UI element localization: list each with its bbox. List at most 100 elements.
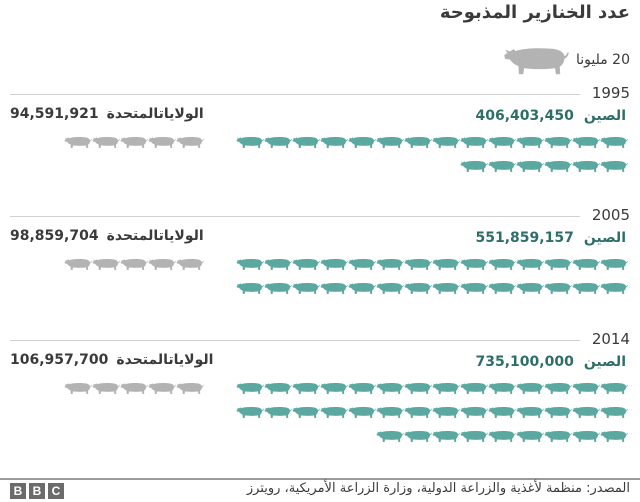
pig-icon xyxy=(236,283,264,294)
pig-icon xyxy=(516,161,544,172)
pig-icon xyxy=(376,259,404,270)
pig-icon xyxy=(148,137,176,148)
pig-icon xyxy=(292,259,320,270)
pig-icon xyxy=(148,383,176,394)
pig-icon xyxy=(432,431,460,442)
year-label: 2005 xyxy=(583,206,630,224)
us-pig-row xyxy=(64,380,204,396)
pig-icon xyxy=(516,137,544,148)
year-divider xyxy=(10,94,580,95)
pig-icon xyxy=(292,383,320,394)
pig-icon xyxy=(404,259,432,270)
pig-icon xyxy=(488,161,516,172)
pig-icon xyxy=(320,259,348,270)
pig-icon xyxy=(600,161,628,172)
pig-icon xyxy=(600,283,628,294)
pig-icon xyxy=(516,259,544,270)
pig-icon xyxy=(544,137,572,148)
pig-icon xyxy=(348,137,376,148)
us-label: 106,957,700 الولاياتالمتحدة xyxy=(10,352,213,368)
pig-icon xyxy=(460,137,488,148)
pig-icon xyxy=(376,383,404,394)
pig-icon xyxy=(292,137,320,148)
pig-icon xyxy=(120,383,148,394)
pig-icon xyxy=(488,283,516,294)
pig-icon xyxy=(176,137,204,148)
pig-icon xyxy=(432,407,460,418)
us-pig-row xyxy=(64,134,204,150)
pig-icon xyxy=(64,383,92,394)
pig-icon xyxy=(320,383,348,394)
pig-icon xyxy=(176,259,204,270)
pig-icon xyxy=(120,259,148,270)
china-pig-row xyxy=(236,134,628,150)
pig-icon xyxy=(600,259,628,270)
year-divider xyxy=(10,216,580,217)
pig-icon xyxy=(544,283,572,294)
pig-icon xyxy=(292,283,320,294)
pig-icon xyxy=(432,383,460,394)
us-value: 94,591,921 xyxy=(10,106,99,122)
pig-icon xyxy=(572,383,600,394)
pig-icon xyxy=(376,407,404,418)
china-label: الصين 551,859,157 xyxy=(476,230,626,246)
pig-icon xyxy=(404,383,432,394)
pig-icon xyxy=(572,431,600,442)
pig-icon xyxy=(264,407,292,418)
pig-icon xyxy=(236,137,264,148)
pig-icon xyxy=(488,407,516,418)
us-name: الولاياتالمتحدة xyxy=(106,228,204,244)
china-name: الصين xyxy=(583,354,626,370)
china-pig-row xyxy=(236,404,628,420)
pig-icon xyxy=(292,407,320,418)
pig-icon xyxy=(544,161,572,172)
china-pig-row xyxy=(376,428,628,444)
pig-icon xyxy=(348,383,376,394)
pig-icon xyxy=(460,383,488,394)
pig-icon xyxy=(488,259,516,270)
pig-icon xyxy=(460,259,488,270)
pig-icon xyxy=(432,259,460,270)
pig-icon xyxy=(600,137,628,148)
pig-icon xyxy=(488,431,516,442)
pig-icon xyxy=(64,259,92,270)
china-value: 406,403,450 xyxy=(475,108,574,124)
pig-icon xyxy=(544,383,572,394)
pig-icon xyxy=(600,407,628,418)
china-label: الصين 735,100,000 xyxy=(476,354,626,370)
us-name: الولاياتالمتحدة xyxy=(106,106,204,122)
china-label: الصين 406,403,450 xyxy=(476,108,626,124)
china-pig-row xyxy=(236,280,628,296)
pig-icon xyxy=(236,383,264,394)
year-divider xyxy=(10,340,580,341)
pig-icon xyxy=(404,407,432,418)
pig-icon xyxy=(600,383,628,394)
pig-icon xyxy=(264,283,292,294)
china-pig-row xyxy=(236,256,628,272)
pig-icon xyxy=(572,161,600,172)
pig-icon xyxy=(320,137,348,148)
us-value: 98,859,704 xyxy=(10,228,99,244)
pig-icon xyxy=(348,259,376,270)
pig-icon xyxy=(376,431,404,442)
pig-icon xyxy=(92,137,120,148)
pig-icon xyxy=(432,137,460,148)
source-note: المصدر: منظمة لأغذية والزراعة الدولية، و… xyxy=(246,481,630,496)
pig-icon xyxy=(320,407,348,418)
pig-icon xyxy=(320,283,348,294)
china-pig-row xyxy=(460,158,628,174)
us-label: 94,591,921 الولاياتالمتحدة xyxy=(10,106,204,122)
pig-icon xyxy=(460,161,488,172)
pig-icon xyxy=(348,283,376,294)
us-label: 98,859,704 الولاياتالمتحدة xyxy=(10,228,204,244)
china-name: الصين xyxy=(583,230,626,246)
pig-icon xyxy=(376,283,404,294)
pig-icon xyxy=(572,283,600,294)
pig-icon xyxy=(432,283,460,294)
pig-icon xyxy=(404,283,432,294)
pig-icon xyxy=(176,383,204,394)
pig-icon xyxy=(120,137,148,148)
pig-icon xyxy=(348,407,376,418)
bbc-logo: B B C xyxy=(10,483,64,499)
pig-icon xyxy=(264,383,292,394)
